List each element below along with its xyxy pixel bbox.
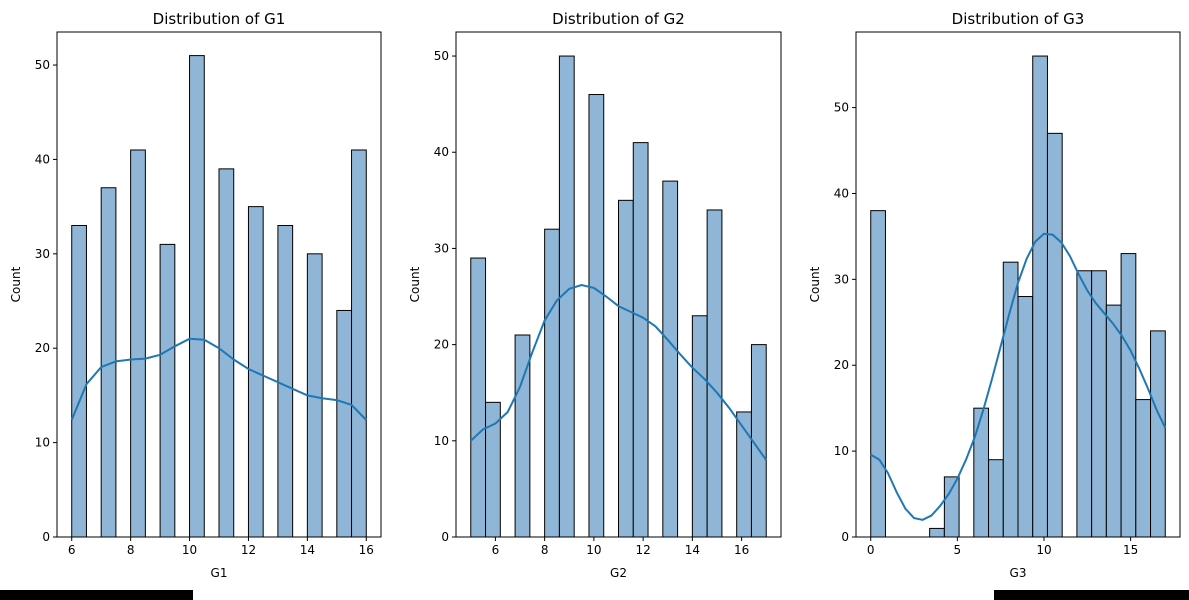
axes-frame <box>56 31 382 538</box>
histogram-bar <box>1135 399 1152 538</box>
y-tick-label: 30 <box>35 247 50 261</box>
histogram-bar <box>130 149 146 538</box>
y-tick-label: 10 <box>35 436 50 450</box>
x-tick-label: 15 <box>1123 543 1138 557</box>
histogram-bar <box>1076 270 1093 538</box>
histogram-bar <box>736 411 752 538</box>
y-tick-label: 0 <box>841 530 849 544</box>
y-tick-label: 30 <box>834 272 849 286</box>
black-bar-right <box>994 590 1189 600</box>
y-tick-label: 50 <box>434 49 449 63</box>
y-tick-label: 0 <box>42 530 50 544</box>
chart-title: Distribution of G1 <box>153 10 286 28</box>
x-axis-label: G3 <box>1010 566 1027 580</box>
x-tick-label: 5 <box>954 543 962 557</box>
histogram-bar <box>544 228 560 538</box>
histogram-bar <box>1046 132 1063 538</box>
y-tick-label: 10 <box>434 434 449 448</box>
histogram-bar <box>1120 253 1137 538</box>
histogram-bar <box>618 199 634 538</box>
histogram-bar <box>588 94 605 538</box>
y-tick-label: 40 <box>434 145 449 159</box>
histogram-bar <box>159 243 176 538</box>
y-tick-label: 50 <box>834 101 849 115</box>
histogram-bar <box>870 210 886 538</box>
chart-title: Distribution of G2 <box>552 10 685 28</box>
histogram-bar <box>189 55 205 538</box>
histogram-bar <box>1105 304 1122 538</box>
kde-line <box>870 232 1167 521</box>
histogram-bar <box>277 225 294 538</box>
x-tick-label: 6 <box>492 543 500 557</box>
x-tick-label: 14 <box>300 543 315 557</box>
x-tick-label: 14 <box>685 543 700 557</box>
x-tick-label: 12 <box>635 543 650 557</box>
histogram-bar <box>470 257 487 538</box>
histogram-bar <box>1017 296 1034 538</box>
x-tick-label: 8 <box>127 543 135 557</box>
histogram-bar <box>632 142 649 538</box>
kde-line <box>70 337 368 421</box>
y-tick-label: 20 <box>434 338 449 352</box>
x-tick-label: 12 <box>241 543 256 557</box>
x-tick-label: 16 <box>734 543 749 557</box>
chart-panel-3: 0 5 10 15 0 10 20 30 40 50 Distribution of G3 G3 Cou… <box>808 10 1181 580</box>
x-tick-label: 0 <box>867 543 875 557</box>
chart-title: Distribution of G3 <box>952 10 1085 28</box>
histogram-bar <box>691 315 708 538</box>
histogram-bar <box>336 309 353 538</box>
x-tick-label: 10 <box>182 543 197 557</box>
x-tick-label: 8 <box>541 543 549 557</box>
black-bar-left <box>0 590 193 600</box>
histogram-bar <box>1032 55 1048 538</box>
y-tick-label: 40 <box>35 152 50 166</box>
histogram-bar <box>485 401 501 538</box>
histogram-bar <box>1002 261 1019 538</box>
histogram-bar <box>1150 330 1166 538</box>
y-tick-label: 40 <box>834 186 849 200</box>
y-tick-label: 20 <box>35 341 50 355</box>
histogram-bar <box>973 407 990 538</box>
y-axis-label: Count <box>808 266 822 302</box>
chart-panel-2: 6 8 10 12 14 16 0 10 20 30 40 50 Distribution of G2 G… <box>408 10 782 580</box>
histogram-bar <box>662 180 679 538</box>
y-tick-label: 0 <box>441 530 449 544</box>
x-tick-label: 16 <box>359 543 374 557</box>
histogram-bar <box>943 476 960 538</box>
histogram-bar <box>71 225 87 538</box>
axes-frame <box>455 31 782 538</box>
chart-panel-1: 6 8 10 12 14 16 0 10 20 30 40 50 Distribution of G1 G… <box>9 10 382 580</box>
y-axis-label: Count <box>9 266 23 302</box>
y-tick-label: 10 <box>834 444 849 458</box>
histogram-bar <box>929 527 945 538</box>
x-tick-label: 10 <box>586 543 601 557</box>
y-axis-label: Count <box>408 266 422 302</box>
y-tick-label: 20 <box>834 358 849 372</box>
x-axis-label: G2 <box>610 566 627 580</box>
histogram-bar <box>988 459 1004 538</box>
x-tick-label: 10 <box>1036 543 1051 557</box>
axes-frame <box>855 31 1181 538</box>
histogram-bar <box>706 209 723 538</box>
histogram-bar <box>1091 270 1107 538</box>
y-tick-label: 30 <box>434 241 449 255</box>
y-tick-label: 50 <box>35 58 50 72</box>
x-axis-label: G1 <box>211 566 228 580</box>
kde-line <box>470 283 768 461</box>
x-tick-label: 6 <box>68 543 76 557</box>
histogram-bar <box>351 149 367 538</box>
